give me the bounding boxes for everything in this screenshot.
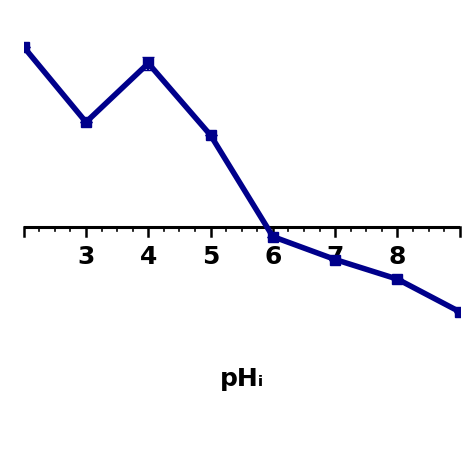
Text: 3: 3 xyxy=(77,245,95,269)
Text: 6: 6 xyxy=(264,245,282,269)
Text: 7: 7 xyxy=(327,245,344,269)
Text: 5: 5 xyxy=(202,245,219,269)
Text: 8: 8 xyxy=(389,245,406,269)
Text: pHᵢ: pHᵢ xyxy=(219,367,264,392)
Text: 4: 4 xyxy=(140,245,157,269)
